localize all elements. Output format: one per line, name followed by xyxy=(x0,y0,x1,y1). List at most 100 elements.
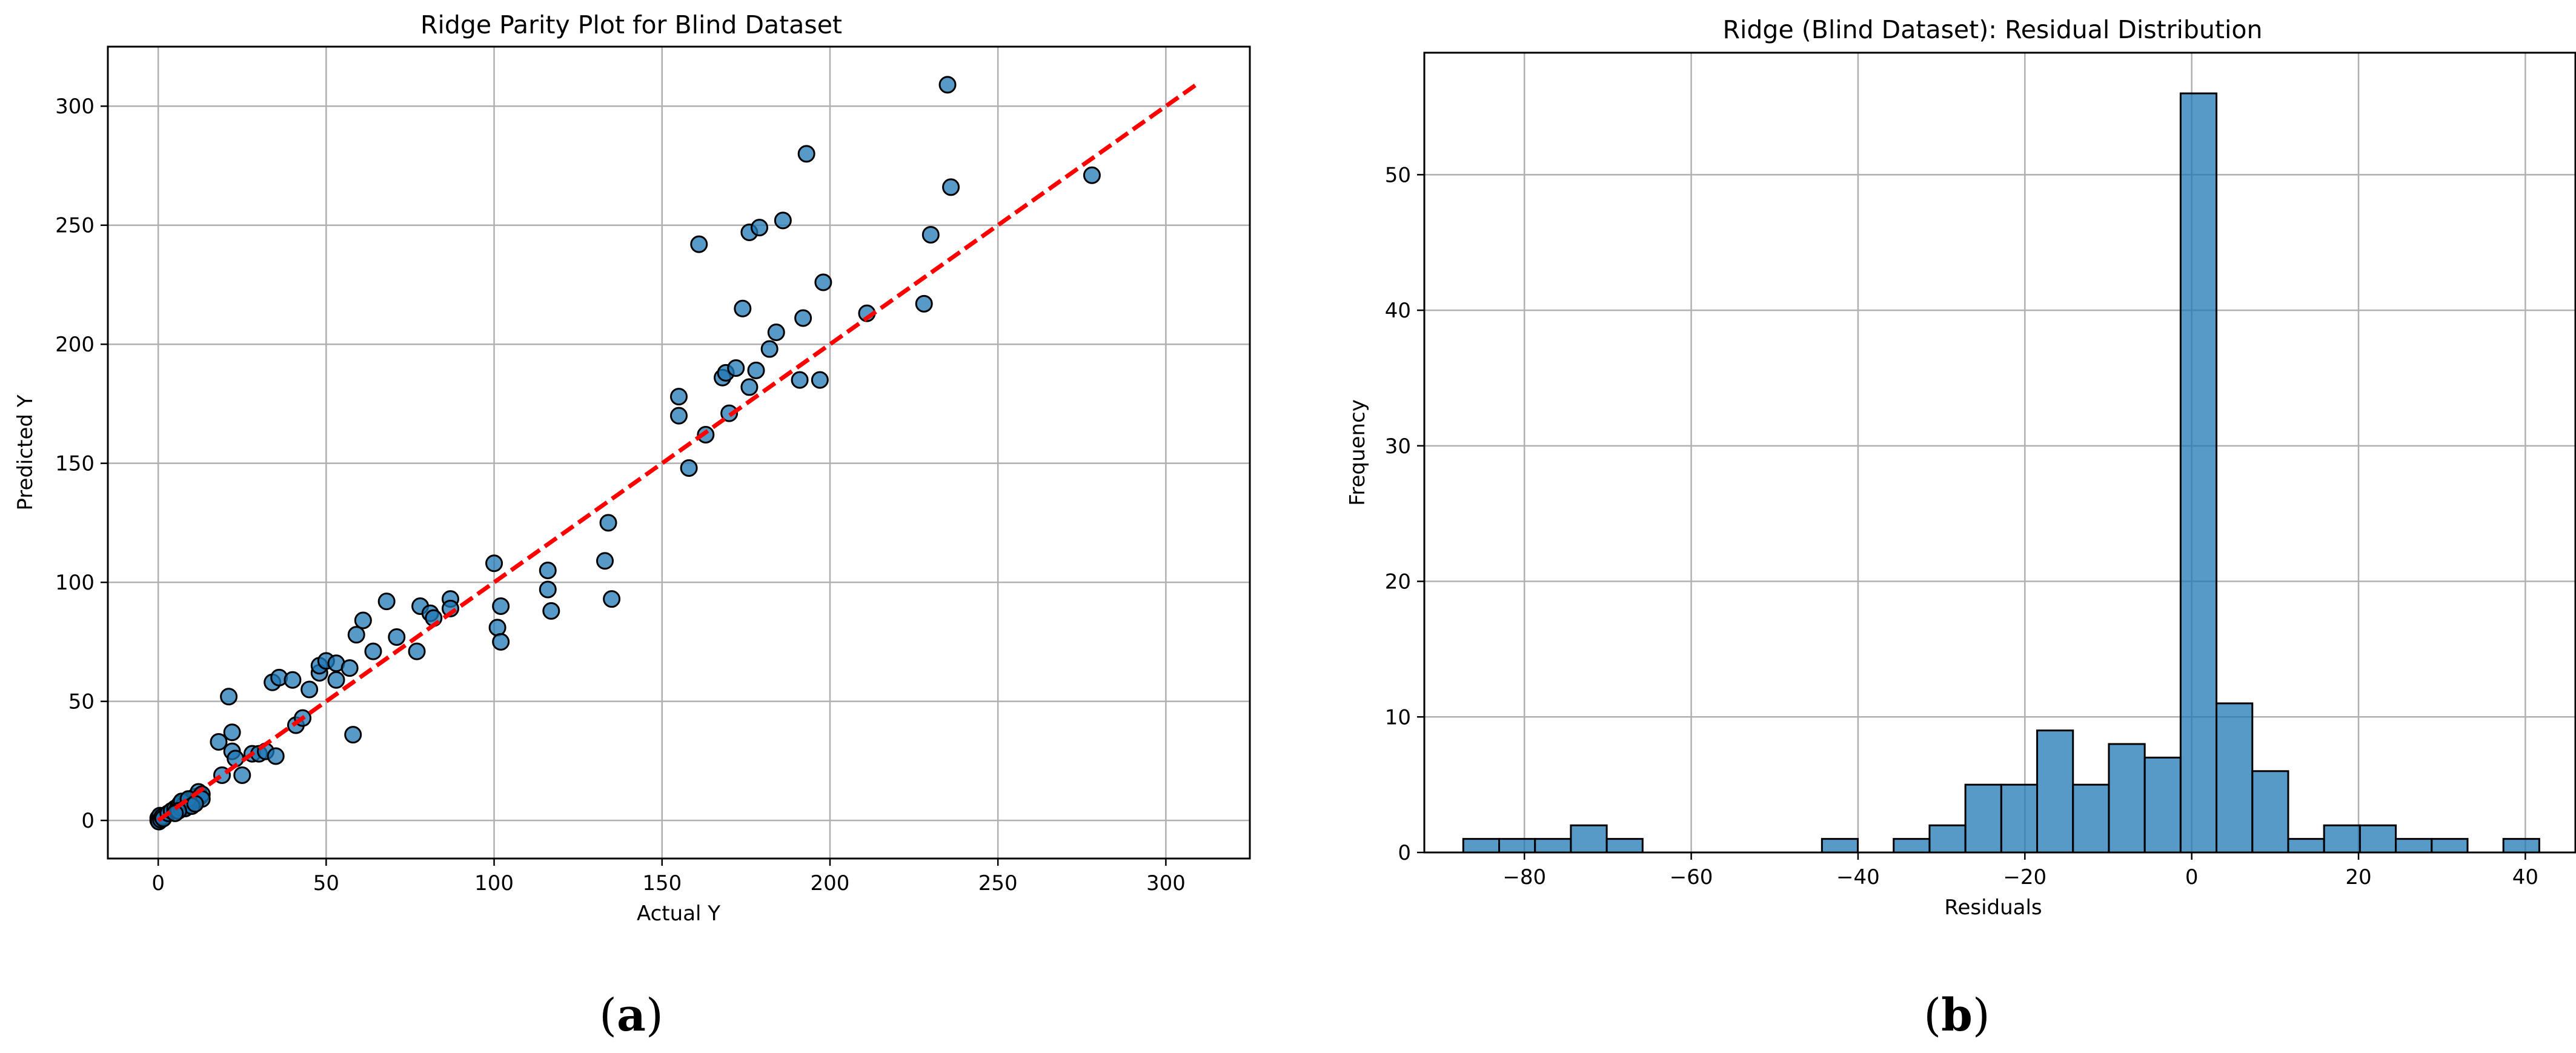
parity-data-point xyxy=(344,726,362,744)
parity-x-tick-label: 0 xyxy=(151,871,165,895)
parity-data-point xyxy=(492,633,510,651)
parity-y-tick-label: 300 xyxy=(55,95,95,119)
histogram-bar xyxy=(2143,756,2182,854)
parity-y-tick-label: 50 xyxy=(68,690,95,714)
parity-plot-frame xyxy=(107,45,1251,860)
histogram-bar xyxy=(2251,770,2289,854)
parity-data-point xyxy=(734,299,752,317)
caption-a: (a) xyxy=(599,989,663,1041)
histogram-x-tick-label: −20 xyxy=(2003,865,2047,889)
histogram-bar xyxy=(1498,838,1536,854)
parity-data-point xyxy=(747,361,765,379)
histogram-bar xyxy=(1605,838,1644,854)
parity-x-tick-label: 300 xyxy=(1146,871,1186,895)
parity-data-point xyxy=(791,371,809,389)
parity-data-point xyxy=(364,642,382,660)
parity-data-point xyxy=(300,680,319,699)
histogram-bar xyxy=(1964,783,2002,854)
histogram-bar xyxy=(2395,838,2433,854)
parity-data-point xyxy=(760,340,778,358)
parity-reference-line xyxy=(157,83,1198,822)
parity-data-point xyxy=(284,671,302,689)
parity-y-tick-label: 150 xyxy=(55,452,95,476)
histogram-x-tick-label: −40 xyxy=(1836,865,1880,889)
parity-x-tick-label: 100 xyxy=(474,871,514,895)
caption-b-close: ) xyxy=(1973,989,1990,1041)
parity-data-point xyxy=(599,514,617,532)
parity-data-point xyxy=(354,611,372,629)
parity-data-point xyxy=(797,145,815,163)
caption-b-open: ( xyxy=(1924,989,1941,1041)
parity-tick-labels: 0 50 100 150 200 250 300 0 50 100 150 200 250 300 xyxy=(55,95,1186,895)
histogram-bar xyxy=(1928,824,1967,854)
caption-a-close: ) xyxy=(646,989,663,1041)
parity-data-point xyxy=(942,178,960,196)
parity-data-point xyxy=(267,747,285,765)
parity-data-point xyxy=(938,76,957,94)
histogram-bar xyxy=(2108,743,2146,854)
parity-data-point xyxy=(347,626,365,644)
parity-data-point xyxy=(670,388,688,406)
histogram-y-tick-label: 50 xyxy=(1385,163,1411,187)
parity-data-point xyxy=(603,590,621,608)
histogram-bar xyxy=(1821,838,1859,854)
histogram-bar xyxy=(2000,783,2039,854)
histogram-y-tick-label: 40 xyxy=(1385,299,1411,323)
histogram-bar xyxy=(2216,702,2254,854)
parity-data-point xyxy=(690,235,708,253)
histogram-bar xyxy=(1534,838,1572,854)
parity-x-tick-label: 50 xyxy=(313,871,339,895)
histogram-tick-labels: −80 −60 −40 −20 0 20 40 0 10 20 30 40 50 xyxy=(1385,163,2538,889)
parity-points xyxy=(149,76,1101,831)
histogram-frame xyxy=(1423,51,2576,854)
parity-data-point xyxy=(751,219,769,237)
parity-grid xyxy=(108,47,1250,859)
histogram-x-axis-label: Residuals xyxy=(1944,895,2042,920)
histogram-bar xyxy=(2323,824,2361,854)
residual-histogram-panel: Ridge (Blind Dataset): Residual Distribu… xyxy=(1346,15,2576,920)
parity-x-tick-label: 150 xyxy=(642,871,682,895)
parity-data-point xyxy=(210,732,228,751)
histogram-bar xyxy=(1570,824,1608,854)
histogram-y-axis-label: Frequency xyxy=(1346,399,1370,506)
parity-data-point xyxy=(727,359,745,377)
parity-data-point xyxy=(408,642,426,660)
parity-y-tick-label: 250 xyxy=(55,214,95,238)
caption-b: (b) xyxy=(1924,989,1990,1041)
parity-data-point xyxy=(740,378,759,396)
parity-data-point xyxy=(811,371,829,389)
histogram-bar xyxy=(1893,838,1931,854)
histogram-x-tick-label: −80 xyxy=(1502,865,1546,889)
parity-data-point xyxy=(774,211,792,230)
parity-data-point xyxy=(794,309,812,327)
parity-y-tick-label: 0 xyxy=(81,809,95,833)
parity-data-point xyxy=(670,407,688,425)
histogram-bar xyxy=(2179,92,2218,854)
parity-data-point xyxy=(186,795,204,813)
histogram-bar xyxy=(2287,838,2325,854)
caption-a-open: ( xyxy=(599,989,617,1041)
parity-data-point xyxy=(223,723,241,742)
parity-x-tick-label: 250 xyxy=(978,871,1018,895)
histogram-bars xyxy=(1462,92,2540,854)
parity-data-point xyxy=(915,294,933,313)
parity-y-tick-label: 200 xyxy=(55,333,95,357)
histogram-x-tick-label: 40 xyxy=(2512,865,2538,889)
parity-data-point xyxy=(539,580,557,599)
histogram-x-tick-label: 0 xyxy=(2185,865,2199,889)
histogram-y-tick-label: 10 xyxy=(1385,705,1411,729)
histogram-bar xyxy=(2036,729,2074,854)
parity-x-axis-label: Actual Y xyxy=(637,902,720,926)
histogram-x-tick-label: 20 xyxy=(2345,865,2371,889)
parity-y-tick-label: 100 xyxy=(55,571,95,595)
histogram-y-tick-label: 0 xyxy=(1398,841,1411,865)
parity-data-point xyxy=(340,659,359,677)
parity-data-point xyxy=(921,225,940,244)
histogram-bar xyxy=(2431,838,2469,854)
parity-data-point xyxy=(814,273,832,291)
parity-x-tick-label: 200 xyxy=(811,871,850,895)
caption-b-letter: b xyxy=(1941,989,1973,1041)
parity-data-point xyxy=(485,554,503,573)
histogram-bar xyxy=(2502,838,2540,854)
